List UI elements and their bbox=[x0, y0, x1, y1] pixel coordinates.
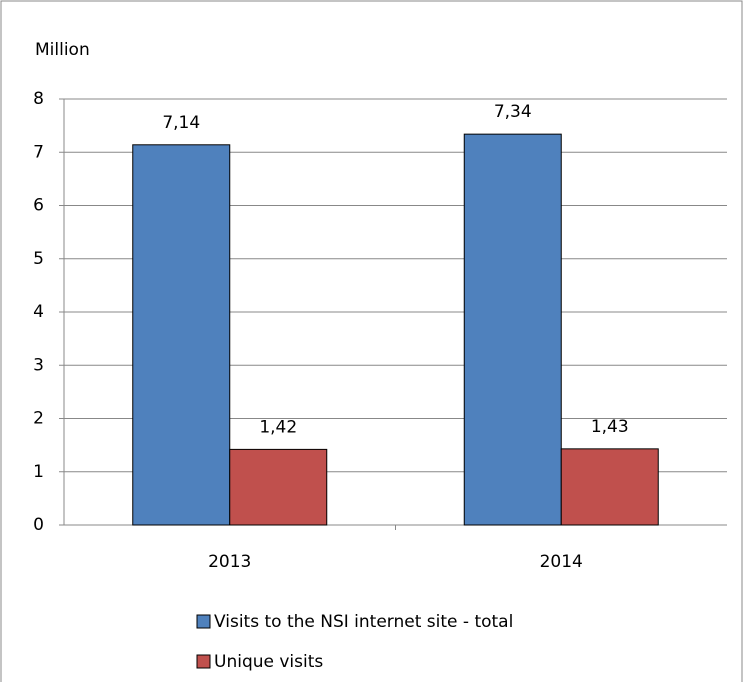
y-tick-label: 8 bbox=[33, 89, 44, 109]
y-tick-label: 7 bbox=[33, 142, 44, 162]
legend-label: Unique visits bbox=[214, 652, 323, 672]
x-tick-label: 2014 bbox=[540, 552, 583, 572]
y-tick-label: 3 bbox=[33, 355, 44, 375]
bar bbox=[560, 448, 659, 526]
value-label: 7,34 bbox=[494, 102, 532, 122]
bar bbox=[132, 144, 231, 526]
value-label: 7,14 bbox=[162, 113, 200, 133]
y-tick-label: 2 bbox=[33, 409, 44, 429]
value-label: 1,42 bbox=[259, 417, 297, 437]
legend-label: Visits to the NSI internet site - total bbox=[214, 612, 513, 632]
legend-swatch bbox=[196, 614, 211, 629]
y-tick-label: 0 bbox=[33, 515, 44, 535]
value-label: 1,43 bbox=[591, 417, 629, 437]
y-tick-label: 4 bbox=[33, 302, 44, 322]
y-axis-label: Million bbox=[35, 40, 90, 60]
bar bbox=[463, 133, 562, 526]
y-tick-label: 5 bbox=[33, 249, 44, 269]
y-tick-label: 1 bbox=[33, 462, 44, 482]
bar bbox=[229, 448, 328, 526]
legend-swatch bbox=[196, 654, 211, 669]
x-tick-label: 2013 bbox=[208, 552, 251, 572]
y-tick-label: 6 bbox=[33, 196, 44, 216]
